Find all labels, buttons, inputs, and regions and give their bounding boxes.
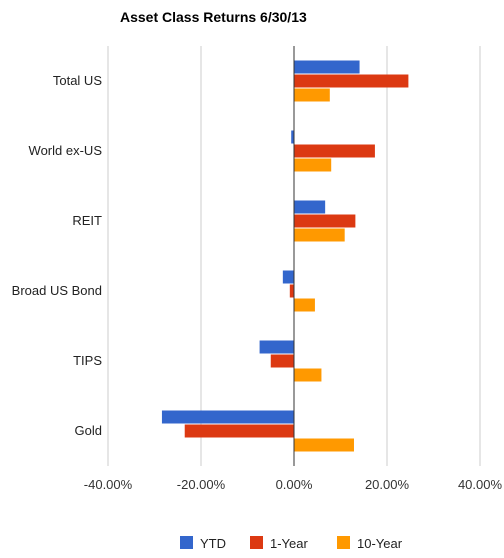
category-label: REIT	[72, 213, 102, 228]
bar-ytd-gold	[161, 410, 294, 424]
grid-lines	[107, 46, 481, 466]
bar-ytd-tips	[259, 340, 294, 354]
bar-10-year-tips	[294, 368, 322, 382]
legend-swatch	[250, 536, 263, 549]
bar-ytd-reit	[294, 200, 326, 214]
category-labels: Total US World ex-US REIT Broad US Bond TIPS…	[12, 73, 103, 438]
bar-ytd-broad-us-bond	[282, 270, 294, 284]
category-label: TIPS	[73, 353, 102, 368]
bars	[161, 60, 409, 452]
x-tick-label: -20.00%	[177, 477, 226, 492]
bar-10-year-world-ex-us	[294, 158, 332, 172]
bar-10-year-total-us	[294, 88, 330, 102]
bar-ytd-total-us	[294, 60, 360, 74]
bar-ytd-world-ex-us	[291, 130, 294, 144]
legend-label: 1-Year	[270, 536, 308, 551]
bar-1-year-total-us	[294, 74, 409, 88]
legend-swatch	[337, 536, 350, 549]
bar-10-year-reit	[294, 228, 345, 242]
bar-1-year-gold	[184, 424, 294, 438]
bar-1-year-broad-us-bond	[289, 284, 294, 298]
bar-1-year-world-ex-us	[294, 144, 375, 158]
legend-label: YTD	[200, 536, 226, 551]
legend-swatch	[180, 536, 193, 549]
legend: YTD 1-Year 10-Year	[180, 536, 403, 551]
category-label: Gold	[75, 423, 102, 438]
category-label: Total US	[53, 73, 102, 88]
bar-10-year-gold	[294, 438, 354, 452]
x-tick-label: -40.00%	[84, 477, 133, 492]
legend-label: 10-Year	[357, 536, 403, 551]
category-label: World ex-US	[29, 143, 103, 158]
bar-10-year-broad-us-bond	[294, 298, 315, 312]
x-axis-tick-labels: -40.00% -20.00% 0.00% 20.00% 40.00%	[84, 477, 503, 492]
x-tick-label: 40.00%	[458, 477, 503, 492]
chart-title: Asset Class Returns 6/30/13	[120, 9, 307, 25]
x-tick-label: 0.00%	[276, 477, 313, 492]
bar-1-year-tips	[270, 354, 294, 368]
bar-1-year-reit	[294, 214, 356, 228]
category-label: Broad US Bond	[12, 283, 102, 298]
x-tick-label: 20.00%	[365, 477, 410, 492]
